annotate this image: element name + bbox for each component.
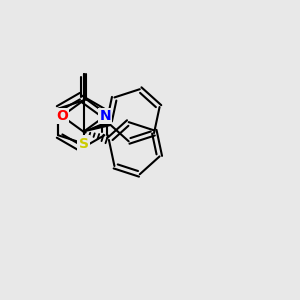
Text: N: N (99, 109, 111, 123)
Text: O: O (56, 109, 68, 123)
Text: S: S (79, 136, 88, 151)
Polygon shape (84, 122, 110, 132)
